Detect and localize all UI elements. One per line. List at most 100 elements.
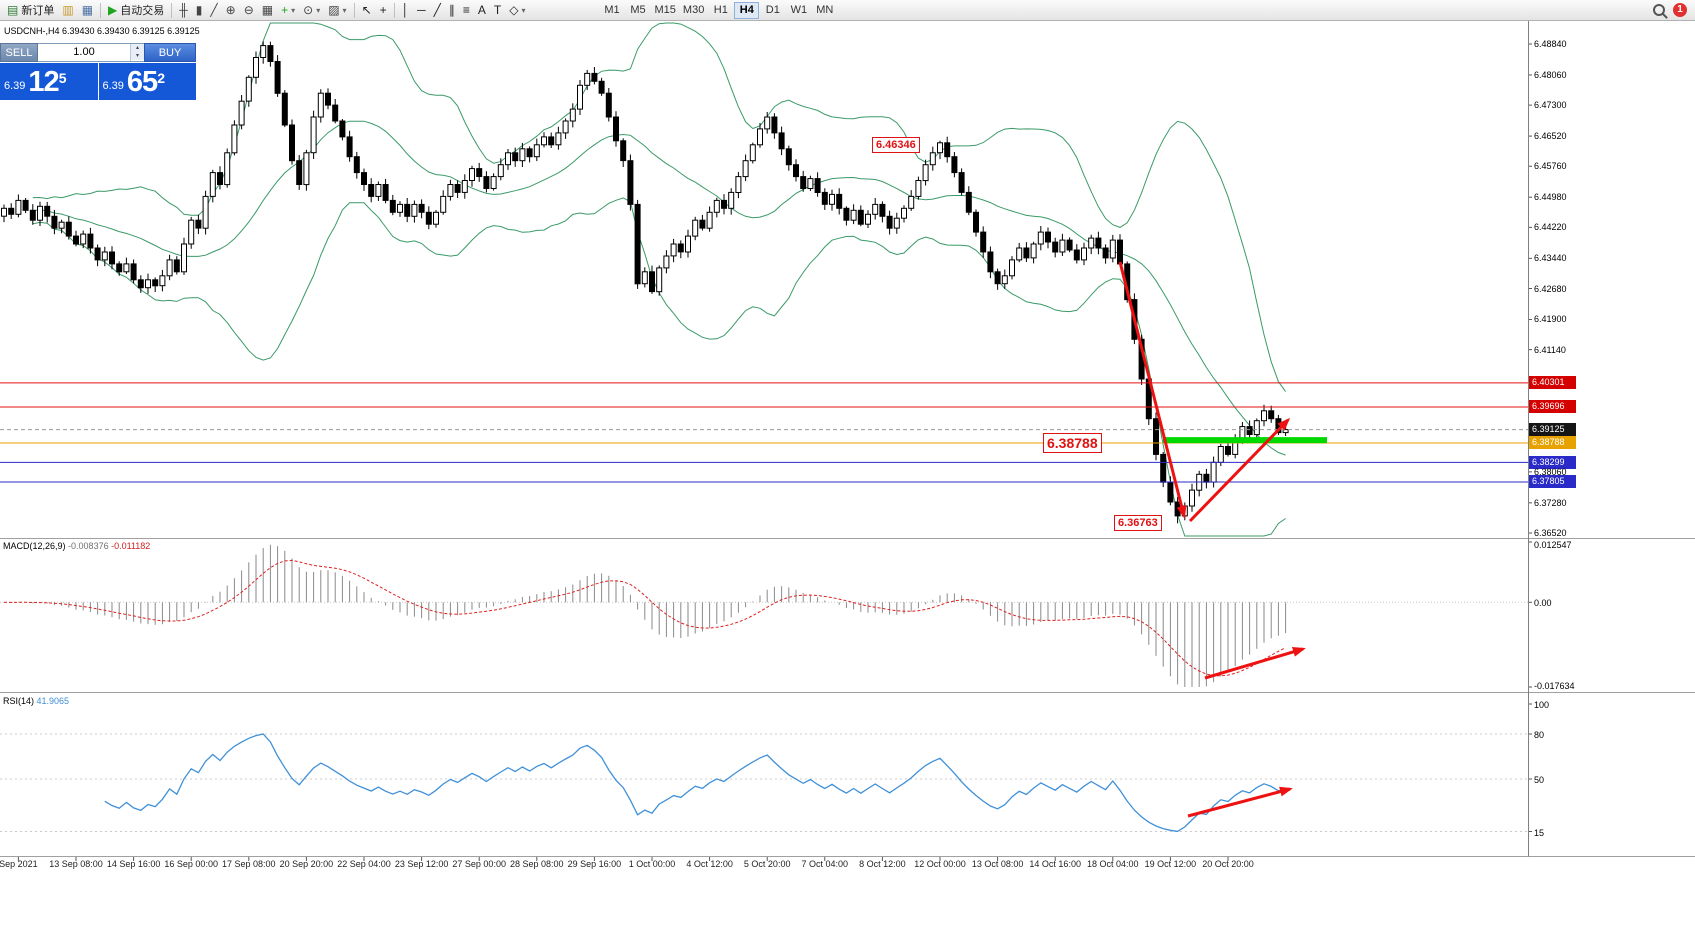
search-icon[interactable]: [1653, 4, 1665, 16]
timeframe-h4[interactable]: H4: [734, 1, 760, 19]
line-chart-button[interactable]: ╱: [206, 1, 221, 19]
vertical-line-button[interactable]: │: [398, 1, 414, 19]
toolbar-right-group: 1: [1653, 3, 1692, 17]
new-chart-button[interactable]: ▥: [58, 1, 77, 19]
arrows-tool-icon: ◇: [509, 3, 519, 17]
sell-price-display[interactable]: 6.39 12 5: [0, 63, 98, 100]
volume-value[interactable]: 1.00: [73, 46, 95, 58]
notification-badge[interactable]: 1: [1673, 3, 1687, 17]
price-axis-label: 6.36520: [1534, 528, 1567, 538]
fibonacci-button[interactable]: ≡: [459, 1, 474, 19]
candlestick-chart-button[interactable]: ▮: [192, 1, 207, 19]
time-axis-label: 4 Oct 12:00: [686, 859, 733, 869]
toolbar-separator: [393, 2, 395, 18]
profiles-button[interactable]: ▦: [78, 1, 97, 19]
price-tag: 6.37805: [1529, 475, 1576, 489]
rsi-arrow: [1187, 786, 1293, 818]
fibonacci-icon: ≡: [462, 3, 470, 17]
macd-indicator-label: MACD(12,26,9) -0.008376 -0.011182: [3, 541, 150, 551]
buy-price-display[interactable]: 6.39 65 2: [98, 63, 196, 100]
rebound-arrow: [1188, 417, 1291, 523]
rsi-axis-label: 100: [1534, 700, 1550, 710]
time-axis-label: 27 Sep 00:00: [452, 859, 506, 869]
equidistant-channel-button[interactable]: ∥: [445, 1, 459, 19]
timeframe-m1[interactable]: M1: [600, 2, 625, 19]
horizontal-line-button[interactable]: ─: [413, 1, 430, 19]
buy-button[interactable]: BUY: [144, 43, 196, 62]
trendline-button[interactable]: ╱: [430, 1, 445, 19]
timeframe-m15[interactable]: M15: [652, 2, 679, 19]
sell-impulse-arrow: [1118, 261, 1187, 519]
text-icon: A: [477, 3, 486, 17]
time-axis-label: 5 Oct 20:00: [743, 859, 791, 869]
tile-windows-button[interactable]: ▦: [258, 1, 277, 19]
cursor-icon: ↖: [361, 3, 372, 17]
zoom-in-button[interactable]: ⊕: [222, 1, 240, 19]
autotrading-button[interactable]: ▶ 自动交易: [104, 1, 168, 19]
rsi-value: 41.9065: [36, 696, 70, 706]
zoom-out-button[interactable]: ⊖: [240, 1, 258, 19]
macd-axis-label: 0.00: [1534, 598, 1552, 609]
price-axis-label: 6.43440: [1534, 253, 1567, 264]
chevron-down-icon: ▾: [316, 5, 321, 15]
price-axis-label: 6.48060: [1534, 69, 1567, 80]
price-tag: 6.40301: [1529, 376, 1576, 390]
rsi-axis-label: 50: [1534, 775, 1545, 785]
timeframe-mn[interactable]: MN: [812, 2, 837, 19]
price-axis-label: 6.44980: [1534, 192, 1567, 203]
autotrading-icon: ▶: [108, 3, 118, 17]
macd-axis-label: 0.012547: [1534, 540, 1572, 550]
price-tag: 6.38788: [1529, 436, 1576, 450]
templates-icon: ▨: [328, 3, 340, 17]
price-axis-label: 6.44220: [1534, 222, 1567, 233]
templates-button[interactable]: ▨ ▾: [324, 1, 350, 19]
new-order-button[interactable]: ▤ 新订单: [3, 1, 58, 19]
bar-chart-button[interactable]: ╫: [175, 1, 192, 19]
volume-decrease-button[interactable]: ▾: [131, 52, 144, 60]
chart-title: USDCNH-,H4 6.39430 6.39430 6.39125 6.391…: [4, 26, 200, 36]
volume-field[interactable]: 1.00 ▴ ▾: [38, 43, 144, 62]
horizontal-line-icon: ─: [417, 3, 426, 17]
volume-increase-button[interactable]: ▴: [131, 44, 144, 52]
sell-button[interactable]: SELL: [0, 43, 38, 62]
annotation-label: 6.46346: [872, 137, 920, 153]
timeframe-m30[interactable]: M30: [680, 2, 707, 19]
chevron-down-icon: ▾: [521, 5, 526, 15]
indicators-button[interactable]: + ▾: [277, 1, 299, 19]
macd-value-1: -0.008376: [68, 541, 109, 551]
time-axis-label: 20 Oct 20:00: [1202, 859, 1254, 869]
text-button[interactable]: A: [474, 1, 490, 19]
arrows-tool-button[interactable]: ◇ ▾: [505, 1, 529, 19]
time-axis-label: 14 Sep 16:00: [106, 859, 161, 869]
ask-pip-digit: 2: [157, 70, 165, 86]
periods-icon: ⊙: [303, 3, 314, 17]
toolbar-separator: [353, 2, 355, 18]
timeframe-d1[interactable]: D1: [760, 2, 785, 19]
macd-axis-label: -0.017634: [1534, 681, 1575, 691]
time-axis-label: 13 Sep 08:00: [49, 859, 103, 869]
time-axis-label: Sep 2021: [0, 859, 38, 869]
candlestick-chart-icon: ▮: [195, 3, 203, 17]
periods-button[interactable]: ⊙ ▾: [299, 1, 324, 19]
time-axis-label: 13 Oct 08:00: [971, 859, 1024, 869]
cursor-button[interactable]: ↖: [358, 1, 376, 19]
timeframe-h1[interactable]: H1: [708, 2, 733, 19]
price-tag: 6.38299: [1529, 455, 1576, 469]
line-chart-icon: ╱: [210, 3, 218, 17]
time-axis-label: 17 Sep 08:00: [222, 859, 276, 869]
trendline-icon: ╱: [433, 3, 441, 17]
new-chart-icon: ▥: [62, 3, 74, 17]
timeframe-m5[interactable]: M5: [626, 2, 651, 19]
text-label-button[interactable]: T: [490, 1, 505, 19]
vertical-line-icon: │: [401, 3, 410, 17]
crosshair-button[interactable]: +: [376, 1, 391, 19]
macd-value-2: -0.011182: [111, 541, 151, 551]
price-axis-label: 6.48840: [1534, 39, 1567, 49]
price-axis-label: 6.37280: [1534, 497, 1567, 508]
ask-big-digits: 65: [126, 66, 158, 98]
timeframe-w1[interactable]: W1: [786, 2, 811, 19]
chevron-down-icon: ▾: [291, 5, 296, 15]
time-axis-label: 14 Oct 16:00: [1029, 859, 1081, 869]
